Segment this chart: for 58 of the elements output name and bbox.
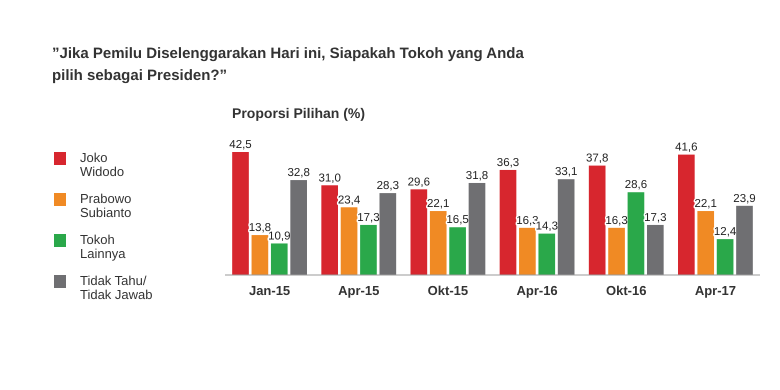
- bar: [340, 207, 358, 275]
- data-label: 28,3: [376, 180, 400, 192]
- bar: [646, 224, 664, 275]
- legend-label: Prabowo Subianto: [80, 191, 132, 220]
- bar: [697, 211, 714, 275]
- data-label: 33,1: [554, 166, 578, 178]
- data-label: 17,3: [644, 212, 667, 224]
- data-label: 22,1: [427, 198, 450, 210]
- data-label: 23,9: [733, 192, 756, 205]
- chart-subtitle: Proporsi Pilihan (%): [232, 105, 366, 121]
- x-tick-label: Apr-15: [338, 283, 380, 298]
- data-label: 36,3: [496, 156, 520, 169]
- data-label: 32,8: [287, 167, 310, 180]
- data-label: 23,4: [338, 194, 361, 206]
- bar: [321, 185, 338, 275]
- data-label: 37,8: [586, 152, 608, 165]
- x-tick-label: Okt-16: [606, 283, 646, 298]
- bar: [252, 235, 268, 275]
- x-tick-label: Apr-16: [516, 283, 558, 298]
- bar: [360, 224, 377, 275]
- x-tick-label: Okt-15: [428, 283, 468, 298]
- bar: [290, 180, 307, 275]
- bar: [500, 170, 516, 275]
- data-label: 41,6: [675, 142, 698, 154]
- chart-title: ”Jika Pemilu Diselenggarakan Hari ini, Siapakah Tokoh yang Anda pilih sebagai Presiden?”: [52, 45, 524, 84]
- legend-label: Tokoh Lainnya: [80, 232, 126, 261]
- data-label: 28,6: [624, 179, 648, 192]
- data-label: 16,5: [446, 214, 469, 226]
- data-label: 29,6: [408, 176, 430, 188]
- bar: [379, 193, 396, 275]
- data-label: 31,0: [318, 172, 341, 184]
- bar: [232, 152, 249, 275]
- bar: [678, 154, 695, 275]
- bar: [608, 228, 625, 275]
- bar: [558, 179, 574, 275]
- bar: [468, 182, 486, 275]
- bar: [736, 206, 753, 275]
- bar: [628, 192, 644, 275]
- legend-label: Tidak Tahu/ Tidak Jawab: [80, 273, 152, 302]
- data-label: 17,3: [357, 212, 380, 224]
- bar: [449, 227, 466, 275]
- x-tick-label: Jan-15: [248, 283, 290, 298]
- bar: [430, 211, 447, 275]
- data-label: 14,3: [536, 220, 558, 233]
- bar: [716, 239, 734, 275]
- bar: [588, 166, 606, 275]
- data-label: 42,5: [229, 139, 252, 151]
- data-label: 31,8: [466, 170, 488, 182]
- bar: [410, 189, 428, 275]
- bar: [270, 243, 288, 275]
- data-label: 10,9: [268, 230, 290, 242]
- data-label: 16,3: [605, 214, 628, 227]
- bar: [538, 234, 556, 275]
- legend-label: Joko Widodo: [80, 150, 124, 179]
- data-label: 12,4: [714, 226, 737, 238]
- x-tick-label: Apr-17: [694, 283, 736, 298]
- data-label: 22,1: [694, 198, 717, 210]
- bar: [519, 228, 536, 275]
